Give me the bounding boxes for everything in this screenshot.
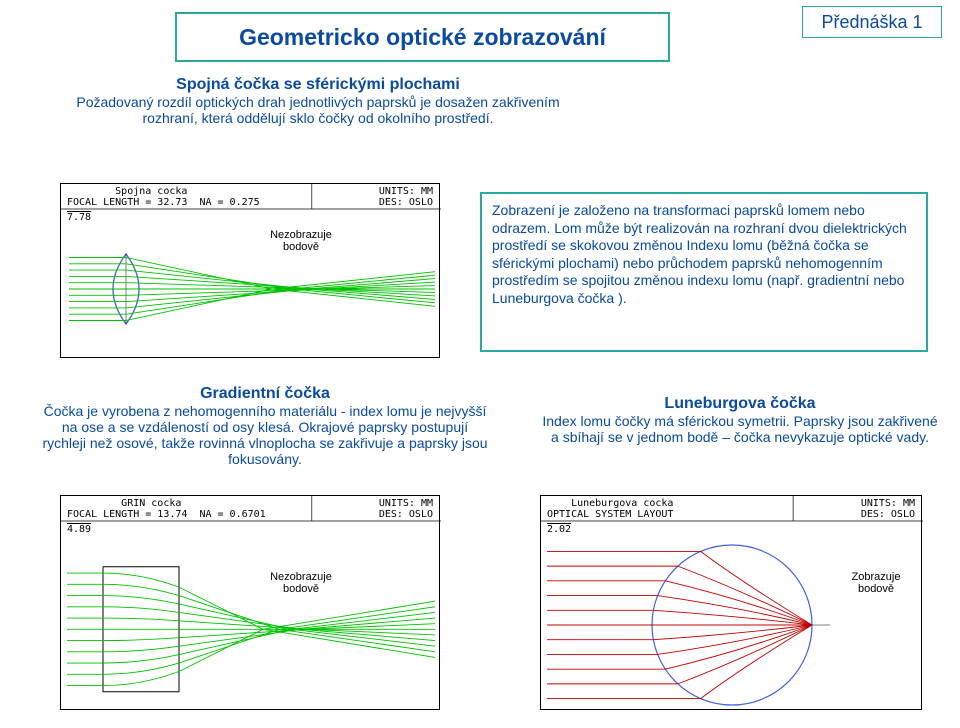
lecture-badge: Přednáška 1 — [802, 6, 942, 38]
luneburg-body: Index lomu čočky má sférickou symetrii. … — [540, 413, 940, 445]
diagram-grin-svg — [61, 496, 441, 711]
page-title: Geometricko optické zobrazování — [239, 24, 606, 51]
diag2-header-right1: UNITS: MM — [379, 498, 433, 509]
diag3-label: Zobrazujebodově — [841, 571, 911, 595]
diag2-scale: 4.89 — [67, 524, 91, 535]
luneburg-heading: Luneburgova čočka — [540, 395, 940, 413]
diag1-header-left2: FOCAL LENGTH = 32.73 NA = 0.275 — [67, 197, 260, 208]
diag3-header-left1: Luneburgova cocka — [547, 498, 673, 509]
diagram-luneburg-lens: Luneburgova cocka OPTICAL SYSTEM LAYOUT … — [540, 495, 922, 710]
page-title-box: Geometricko optické zobrazování — [175, 12, 670, 62]
diag1-scale: 7.78 — [67, 212, 91, 223]
intro-heading: Spojná čočka se sférickými plochami — [58, 76, 578, 94]
diagram-spherical-svg — [61, 184, 441, 359]
diag1-label: Nezobrazujebodově — [261, 229, 341, 253]
diag2-header-right2: DES: OSLO — [379, 509, 433, 520]
diag1-header-left1: Spojna cocka — [67, 186, 187, 197]
diagram-luneburg-svg — [541, 496, 923, 711]
diag3-scale: 2.02 — [547, 524, 571, 535]
diag3-header-right2: DES: OSLO — [861, 509, 915, 520]
theory-text: Zobrazení je založeno na transformaci pa… — [492, 202, 907, 306]
diag1-header-right1: UNITS: MM — [379, 186, 433, 197]
intro-body: Požadovaný rozdíl optických drah jednotl… — [58, 94, 578, 126]
diag1-header-right2: DES: OSLO — [379, 197, 433, 208]
lecture-text: Přednáška 1 — [821, 12, 922, 33]
gradient-heading: Gradientní čočka — [40, 385, 490, 403]
diagram-grin-lens: GRIN cocka FOCAL LENGTH = 13.74 NA = 0.6… — [60, 495, 440, 710]
theory-box: Zobrazení je založeno na transformaci pa… — [480, 192, 928, 352]
diagram-spherical-lens: Spojna cocka FOCAL LENGTH = 32.73 NA = 0… — [60, 183, 440, 358]
diag3-header-left2: OPTICAL SYSTEM LAYOUT — [547, 509, 673, 520]
luneburg-block: Luneburgova čočka Index lomu čočky má sf… — [540, 395, 940, 445]
diag2-header-left2: FOCAL LENGTH = 13.74 NA = 0.6701 — [67, 509, 266, 520]
gradient-block: Gradientní čočka Čočka je vyrobena z neh… — [40, 385, 490, 467]
gradient-body: Čočka je vyrobena z nehomogenního materi… — [40, 403, 490, 467]
diag2-header-left1: GRIN cocka — [67, 498, 181, 509]
intro-block: Spojná čočka se sférickými plochami Poža… — [58, 76, 578, 126]
diag2-label: Nezobrazujebodově — [261, 571, 341, 595]
diag3-header-right1: UNITS: MM — [861, 498, 915, 509]
